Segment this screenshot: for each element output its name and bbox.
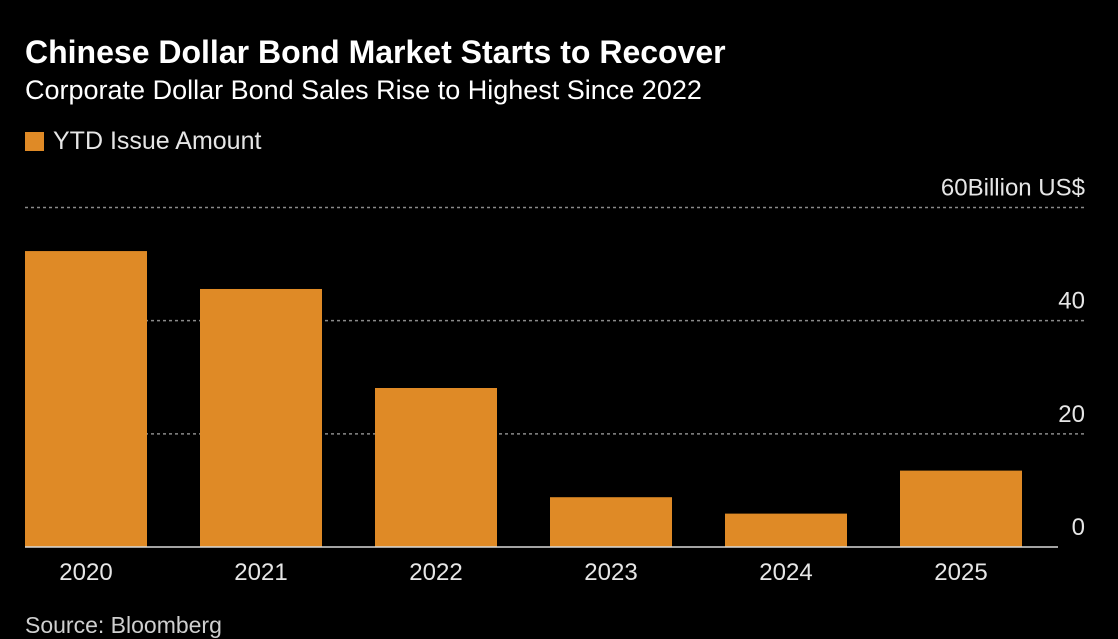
legend-swatch (25, 132, 44, 151)
x-tick-label: 2021 (234, 559, 287, 586)
chart-legend: YTD Issue Amount (25, 127, 261, 156)
x-tick-label: 2025 (934, 559, 987, 586)
y-tick-label: 40 (1058, 288, 1085, 315)
bar (550, 497, 672, 547)
bar (725, 513, 847, 547)
chart-subtitle: Corporate Dollar Bond Sales Rise to High… (25, 75, 702, 105)
legend-label: YTD Issue Amount (53, 127, 262, 155)
x-tick-label: 2023 (584, 559, 637, 586)
x-tick-label: 2022 (409, 559, 462, 586)
x-tick-label: 2020 (59, 559, 112, 586)
y-tick-label: 20 (1058, 401, 1085, 428)
bar (375, 388, 497, 547)
chart-title: Chinese Dollar Bond Market Starts to Rec… (25, 34, 726, 70)
y-tick-label: 0 (1072, 514, 1085, 541)
chart-source: Source: Bloomberg (25, 612, 222, 638)
bar (900, 470, 1022, 547)
y-tick-label: 60Billion US$ (941, 175, 1085, 202)
x-tick-label: 2024 (759, 559, 812, 586)
bar (200, 288, 322, 547)
bar (25, 251, 147, 548)
